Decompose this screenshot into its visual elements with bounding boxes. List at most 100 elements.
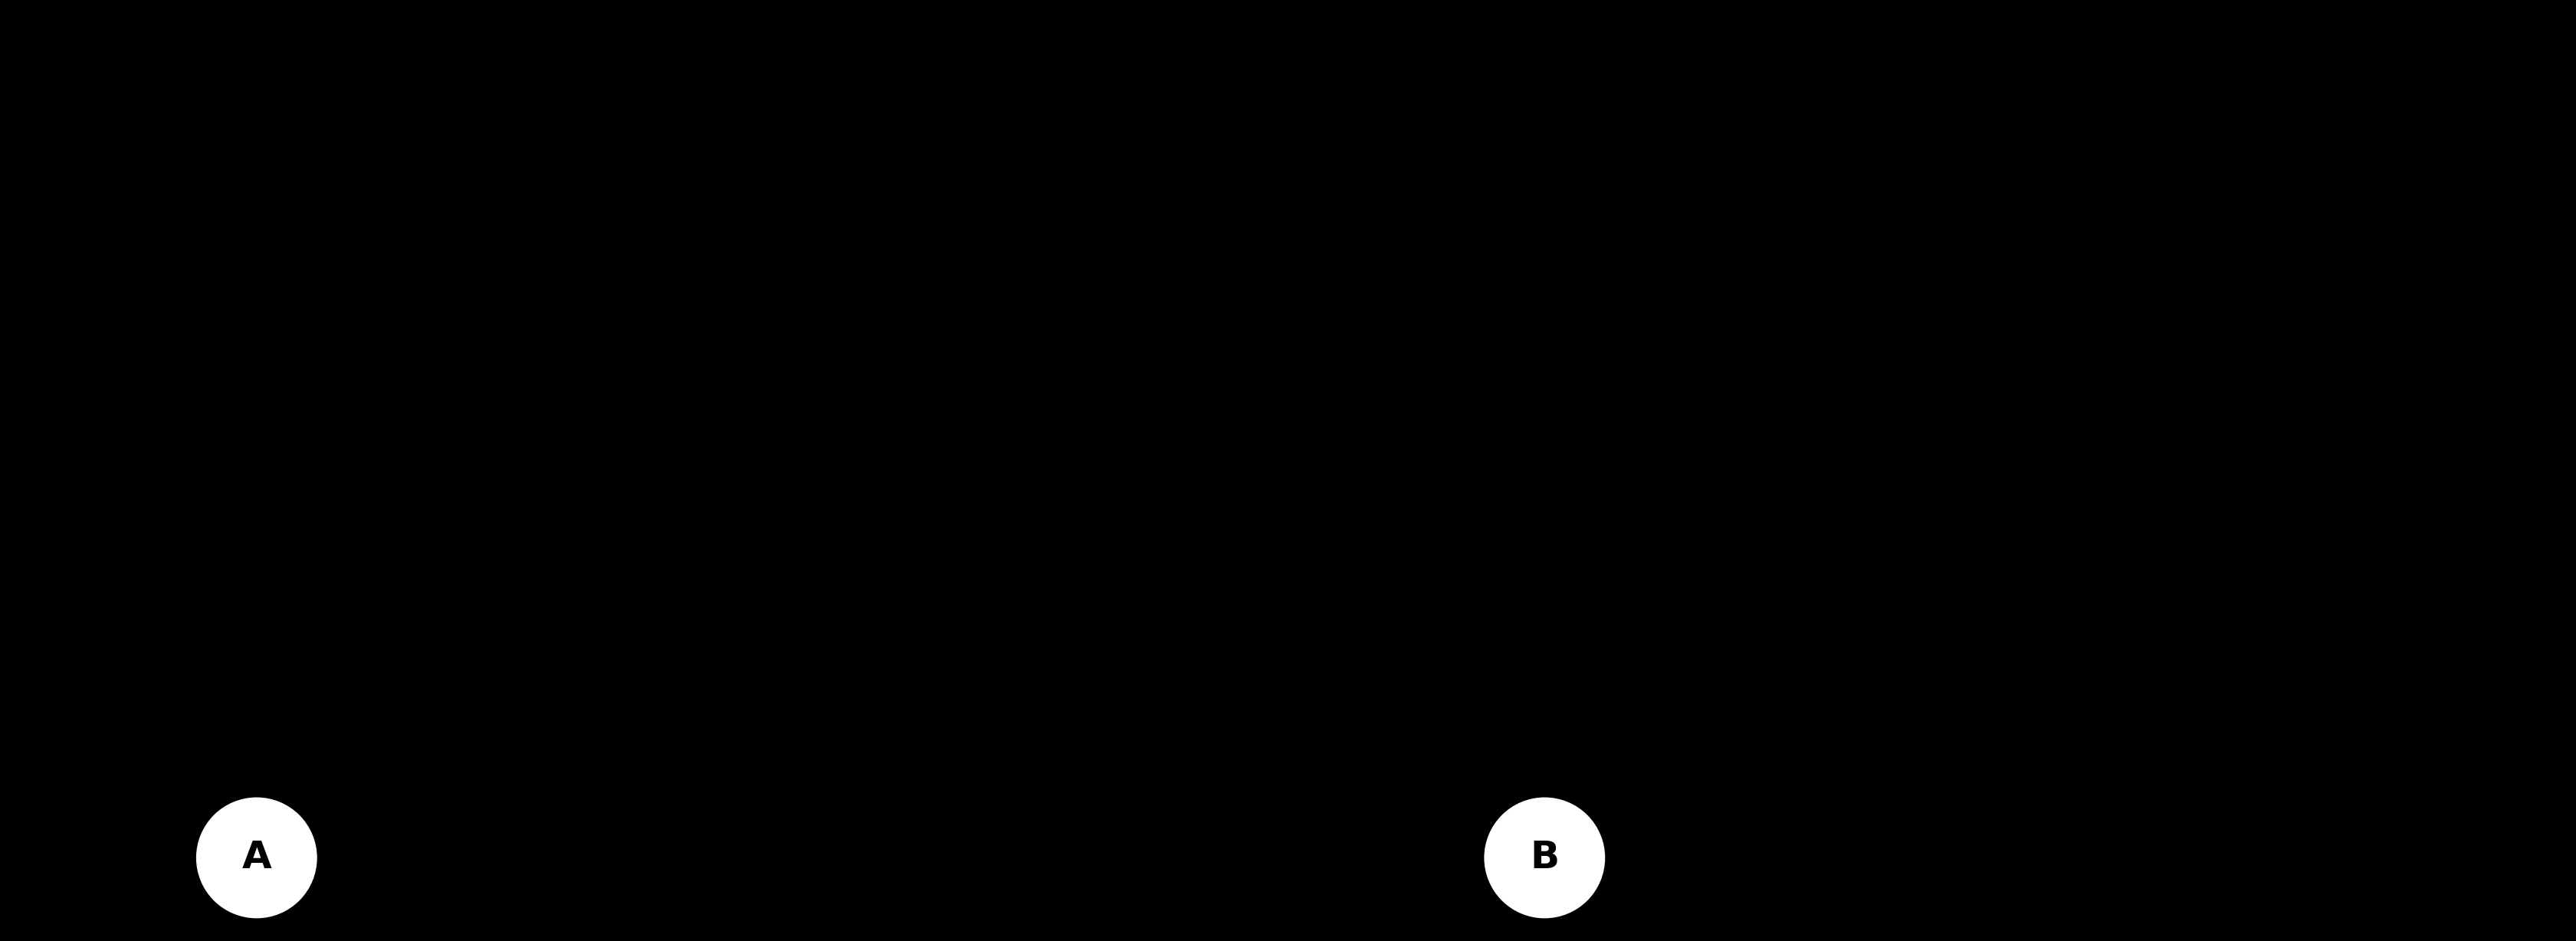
Bar — [183, 666, 1105, 678]
Bar — [183, 459, 1105, 470]
Bar — [183, 805, 1105, 816]
Bar — [183, 482, 1105, 493]
Bar — [183, 32, 1105, 44]
Bar — [1471, 862, 2393, 874]
Bar — [183, 436, 1105, 447]
Bar — [1471, 90, 2393, 102]
Ellipse shape — [211, 165, 616, 500]
Bar — [183, 390, 1105, 401]
Bar — [1471, 21, 2393, 32]
Ellipse shape — [1499, 37, 2365, 904]
Circle shape — [1484, 798, 1605, 917]
Bar — [183, 217, 1105, 229]
Bar — [1471, 482, 2393, 493]
Bar — [183, 574, 1105, 585]
Bar — [183, 171, 1105, 183]
Bar — [183, 286, 1105, 297]
Bar — [1471, 356, 2393, 367]
Bar — [1471, 424, 2393, 436]
Bar — [183, 297, 1105, 309]
Bar — [1087, 9, 1105, 932]
Bar — [1471, 436, 2393, 447]
Bar — [1471, 690, 2393, 701]
Bar — [1471, 113, 2393, 124]
Bar — [183, 251, 1105, 263]
Bar — [1471, 56, 2393, 67]
Bar — [1471, 124, 2393, 136]
Bar — [2375, 9, 2393, 932]
Bar — [183, 44, 1105, 56]
Bar — [1471, 263, 2393, 275]
Bar — [183, 528, 1105, 540]
Bar — [1471, 909, 2393, 920]
Bar — [183, 862, 1105, 874]
Bar — [1471, 563, 2393, 574]
Bar — [183, 9, 1105, 28]
Bar — [1471, 678, 2393, 690]
Bar — [1471, 885, 2393, 897]
Bar — [183, 356, 1105, 367]
Bar — [1471, 217, 2393, 229]
Bar — [1471, 816, 2393, 828]
Bar — [1471, 183, 2393, 194]
Bar — [183, 540, 1105, 551]
Bar — [1471, 505, 2393, 517]
Bar — [1471, 286, 2393, 297]
Bar — [183, 275, 1105, 286]
Bar — [1471, 701, 2393, 712]
Polygon shape — [1793, 332, 2347, 609]
Bar — [183, 194, 1105, 205]
Bar — [1471, 9, 1489, 932]
Bar — [183, 909, 1105, 920]
Bar — [1471, 851, 2393, 862]
Bar — [1471, 470, 2393, 482]
Bar — [1471, 332, 2393, 343]
Bar — [183, 782, 1105, 793]
Bar — [183, 263, 1105, 275]
Ellipse shape — [211, 37, 1077, 904]
Bar — [183, 517, 1105, 528]
Bar — [1471, 79, 2393, 90]
Polygon shape — [368, 655, 690, 793]
Bar — [183, 183, 1105, 194]
Bar — [183, 240, 1105, 251]
Bar — [183, 310, 1105, 321]
Ellipse shape — [0, 0, 1659, 941]
Ellipse shape — [917, 0, 2576, 941]
Bar — [1471, 390, 2393, 401]
Bar — [1471, 770, 2393, 782]
Bar — [183, 113, 1105, 124]
Bar — [183, 505, 1105, 517]
Polygon shape — [1914, 56, 1978, 470]
Bar — [1471, 32, 2393, 44]
Bar — [183, 56, 1105, 67]
Bar — [183, 90, 1105, 102]
Bar — [183, 793, 1105, 805]
Bar — [1471, 609, 2393, 620]
Bar — [1471, 874, 2393, 885]
Bar — [183, 897, 1105, 909]
Bar — [1471, 793, 2393, 805]
Bar — [183, 424, 1105, 436]
Bar — [1471, 9, 2393, 28]
Bar — [183, 885, 1105, 897]
Bar — [1471, 574, 2393, 585]
Bar — [183, 378, 1105, 390]
Bar — [1471, 251, 2393, 263]
Bar — [1471, 44, 2393, 56]
Bar — [1471, 598, 2393, 609]
Bar — [183, 920, 1105, 932]
Bar — [183, 367, 1105, 378]
Bar — [183, 913, 1105, 932]
Bar — [1471, 343, 2393, 355]
Bar — [183, 725, 1105, 736]
Bar — [183, 229, 1105, 240]
Bar — [183, 736, 1105, 747]
Bar — [183, 9, 1105, 21]
Bar — [1471, 782, 2393, 793]
Bar — [1471, 528, 2393, 540]
Bar — [1471, 712, 2393, 725]
Ellipse shape — [368, 421, 920, 797]
Bar — [183, 644, 1105, 655]
Bar — [1471, 913, 2393, 932]
